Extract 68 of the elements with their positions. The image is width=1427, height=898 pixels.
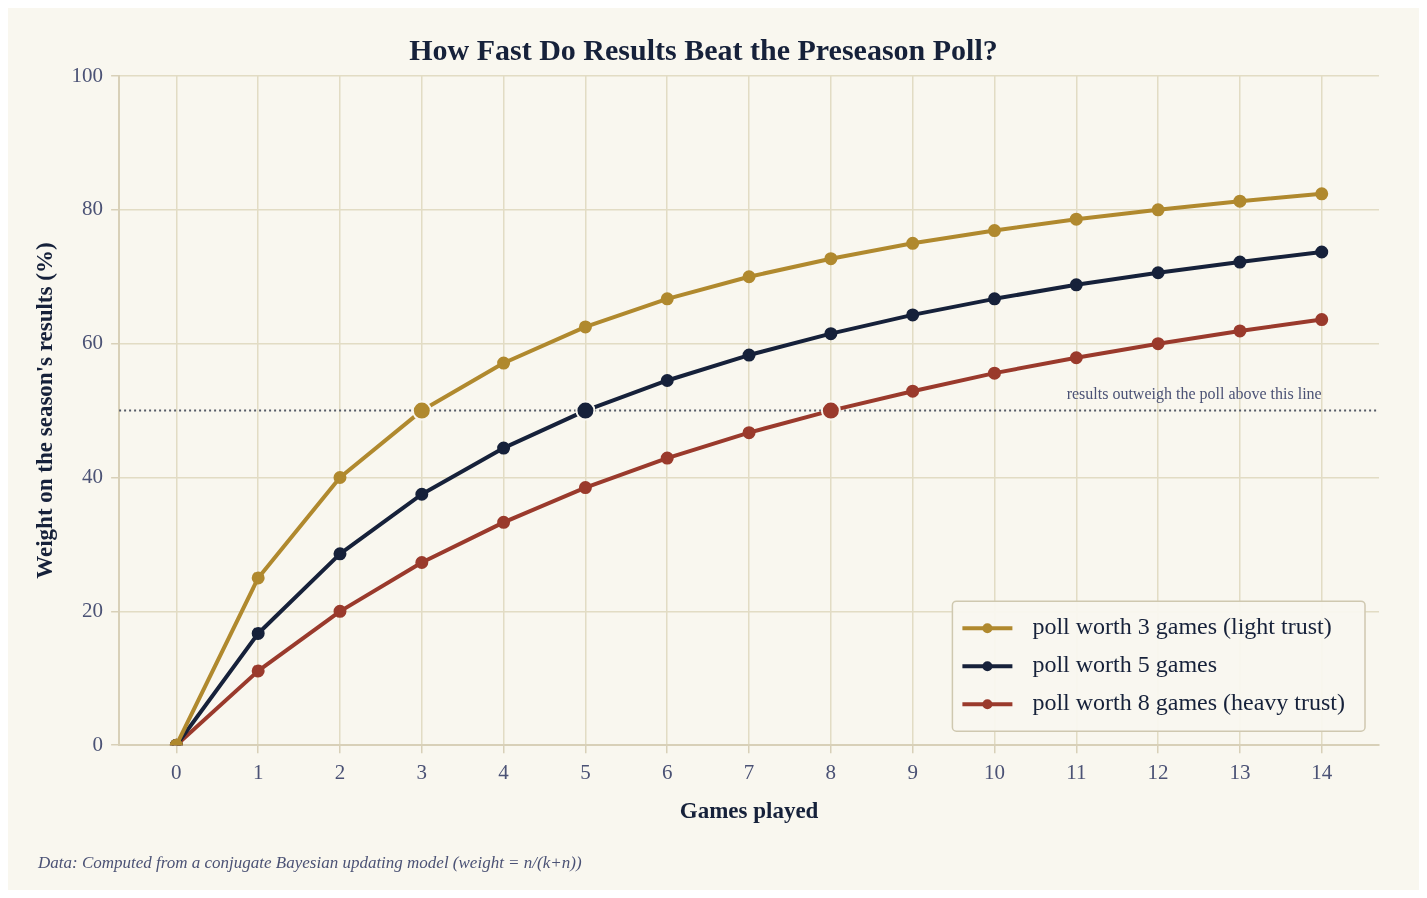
point (1151, 337, 1165, 351)
point (1315, 313, 1329, 327)
x-tick-label: 12 (1147, 760, 1169, 785)
point (824, 327, 838, 341)
chart-title: How Fast Do Results Beat the Preseason Poll? (409, 32, 998, 66)
x-tick-label: 9 (907, 760, 918, 785)
x-tick-label: 11 (1066, 760, 1087, 785)
x-tick-label: 8 (825, 760, 837, 785)
point (1233, 255, 1247, 269)
point (824, 252, 838, 266)
legend-label: poll worth 3 games (light trust) (1032, 613, 1332, 640)
point (1069, 278, 1083, 292)
point (415, 556, 429, 570)
point (415, 487, 429, 501)
point (333, 604, 347, 618)
point (660, 451, 674, 465)
point (497, 441, 511, 455)
x-tick-label: 2 (334, 760, 346, 785)
point (906, 236, 920, 250)
x-tick-label: 5 (580, 760, 591, 785)
point (497, 356, 511, 370)
point (1233, 194, 1247, 208)
y-tick-label: 100 (71, 62, 104, 87)
legend-label: poll worth 8 games (heavy trust) (1032, 689, 1346, 716)
point (660, 292, 674, 306)
y-tick-label: 80 (82, 196, 104, 221)
point (1233, 324, 1247, 338)
point (660, 373, 674, 387)
x-tick-label: 1 (252, 760, 264, 785)
point (497, 515, 511, 529)
x-tick-label: 13 (1229, 760, 1251, 785)
point (742, 426, 756, 440)
point (1315, 245, 1329, 259)
point (1151, 203, 1165, 217)
x-tick-label: 3 (416, 760, 428, 785)
point (1069, 212, 1083, 226)
point (987, 224, 1001, 238)
y-tick-label: 20 (82, 597, 104, 622)
x-axis-title: Games played (679, 798, 819, 824)
point (906, 384, 920, 398)
x-tick-label: 14 (1311, 760, 1333, 785)
x-tick-label: 10 (983, 760, 1005, 785)
point (1069, 351, 1083, 365)
legend-label: poll worth 5 games (1032, 651, 1218, 678)
y-tick-label: 60 (82, 330, 104, 355)
point (1151, 266, 1165, 280)
ref-line-label: results outweigh the poll above this line (1066, 384, 1322, 403)
point (333, 471, 347, 485)
point (251, 626, 265, 640)
point (987, 292, 1001, 306)
y-tick-label: 0 (92, 731, 104, 756)
point (987, 366, 1001, 380)
point (251, 664, 265, 678)
point (906, 308, 920, 322)
text: Data: Computed from a conjugate Bayesian updating model (weight = n/(k+n)) (37, 853, 582, 872)
y-axis-title: Weight on the season's results (%) (31, 242, 57, 579)
point (742, 348, 756, 362)
point (742, 270, 756, 284)
point (333, 547, 347, 561)
point (1315, 187, 1329, 201)
point (251, 571, 265, 585)
point (578, 320, 592, 334)
point (578, 481, 592, 495)
x-tick-label: 0 (171, 760, 182, 785)
x-tick-label: 7 (743, 760, 755, 785)
y-tick-label: 40 (82, 464, 104, 489)
x-tick-label: 6 (661, 760, 673, 785)
x-tick-label: 4 (498, 760, 510, 785)
